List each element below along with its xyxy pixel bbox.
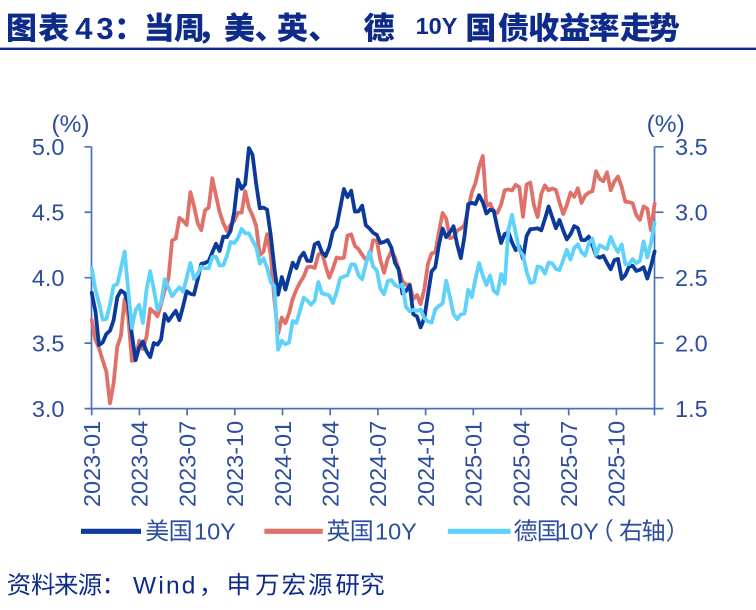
svg-text:Wind: Wind [133,573,198,600]
svg-text:10Y: 10Y [557,519,599,545]
svg-text:2025-04: 2025-04 [508,421,534,507]
svg-text:2024-04: 2024-04 [318,421,344,507]
svg-text:2024-07: 2024-07 [365,421,391,507]
svg-text:4.0: 4.0 [32,265,65,291]
svg-text:2025-01: 2025-01 [461,421,487,507]
svg-text:2025-10: 2025-10 [604,421,630,507]
svg-text:1.5: 1.5 [675,396,708,422]
svg-text:2023-01: 2023-01 [79,421,105,507]
svg-text:3.0: 3.0 [675,199,708,225]
svg-text:2.5: 2.5 [675,265,708,291]
svg-text:43: 43 [75,11,117,46]
svg-text:(%): (%) [647,111,685,138]
svg-text:10Y: 10Y [375,519,417,545]
svg-text:4.5: 4.5 [32,199,65,225]
svg-text:3.5: 3.5 [675,134,708,160]
svg-text:2024-01: 2024-01 [270,421,296,507]
svg-text:10Y: 10Y [194,519,236,545]
svg-text:2025-07: 2025-07 [556,421,582,507]
svg-text:10Y: 10Y [416,13,458,39]
svg-text:5.0: 5.0 [32,134,65,160]
svg-text:2023-10: 2023-10 [222,421,248,507]
svg-text:2.0: 2.0 [675,330,708,356]
svg-text:3.0: 3.0 [32,396,65,422]
svg-text:2023-04: 2023-04 [127,421,153,507]
svg-text:3.5: 3.5 [32,330,65,356]
svg-text:2024-10: 2024-10 [413,421,439,507]
svg-text:2023-07: 2023-07 [174,421,200,507]
svg-text:(%): (%) [51,111,89,138]
